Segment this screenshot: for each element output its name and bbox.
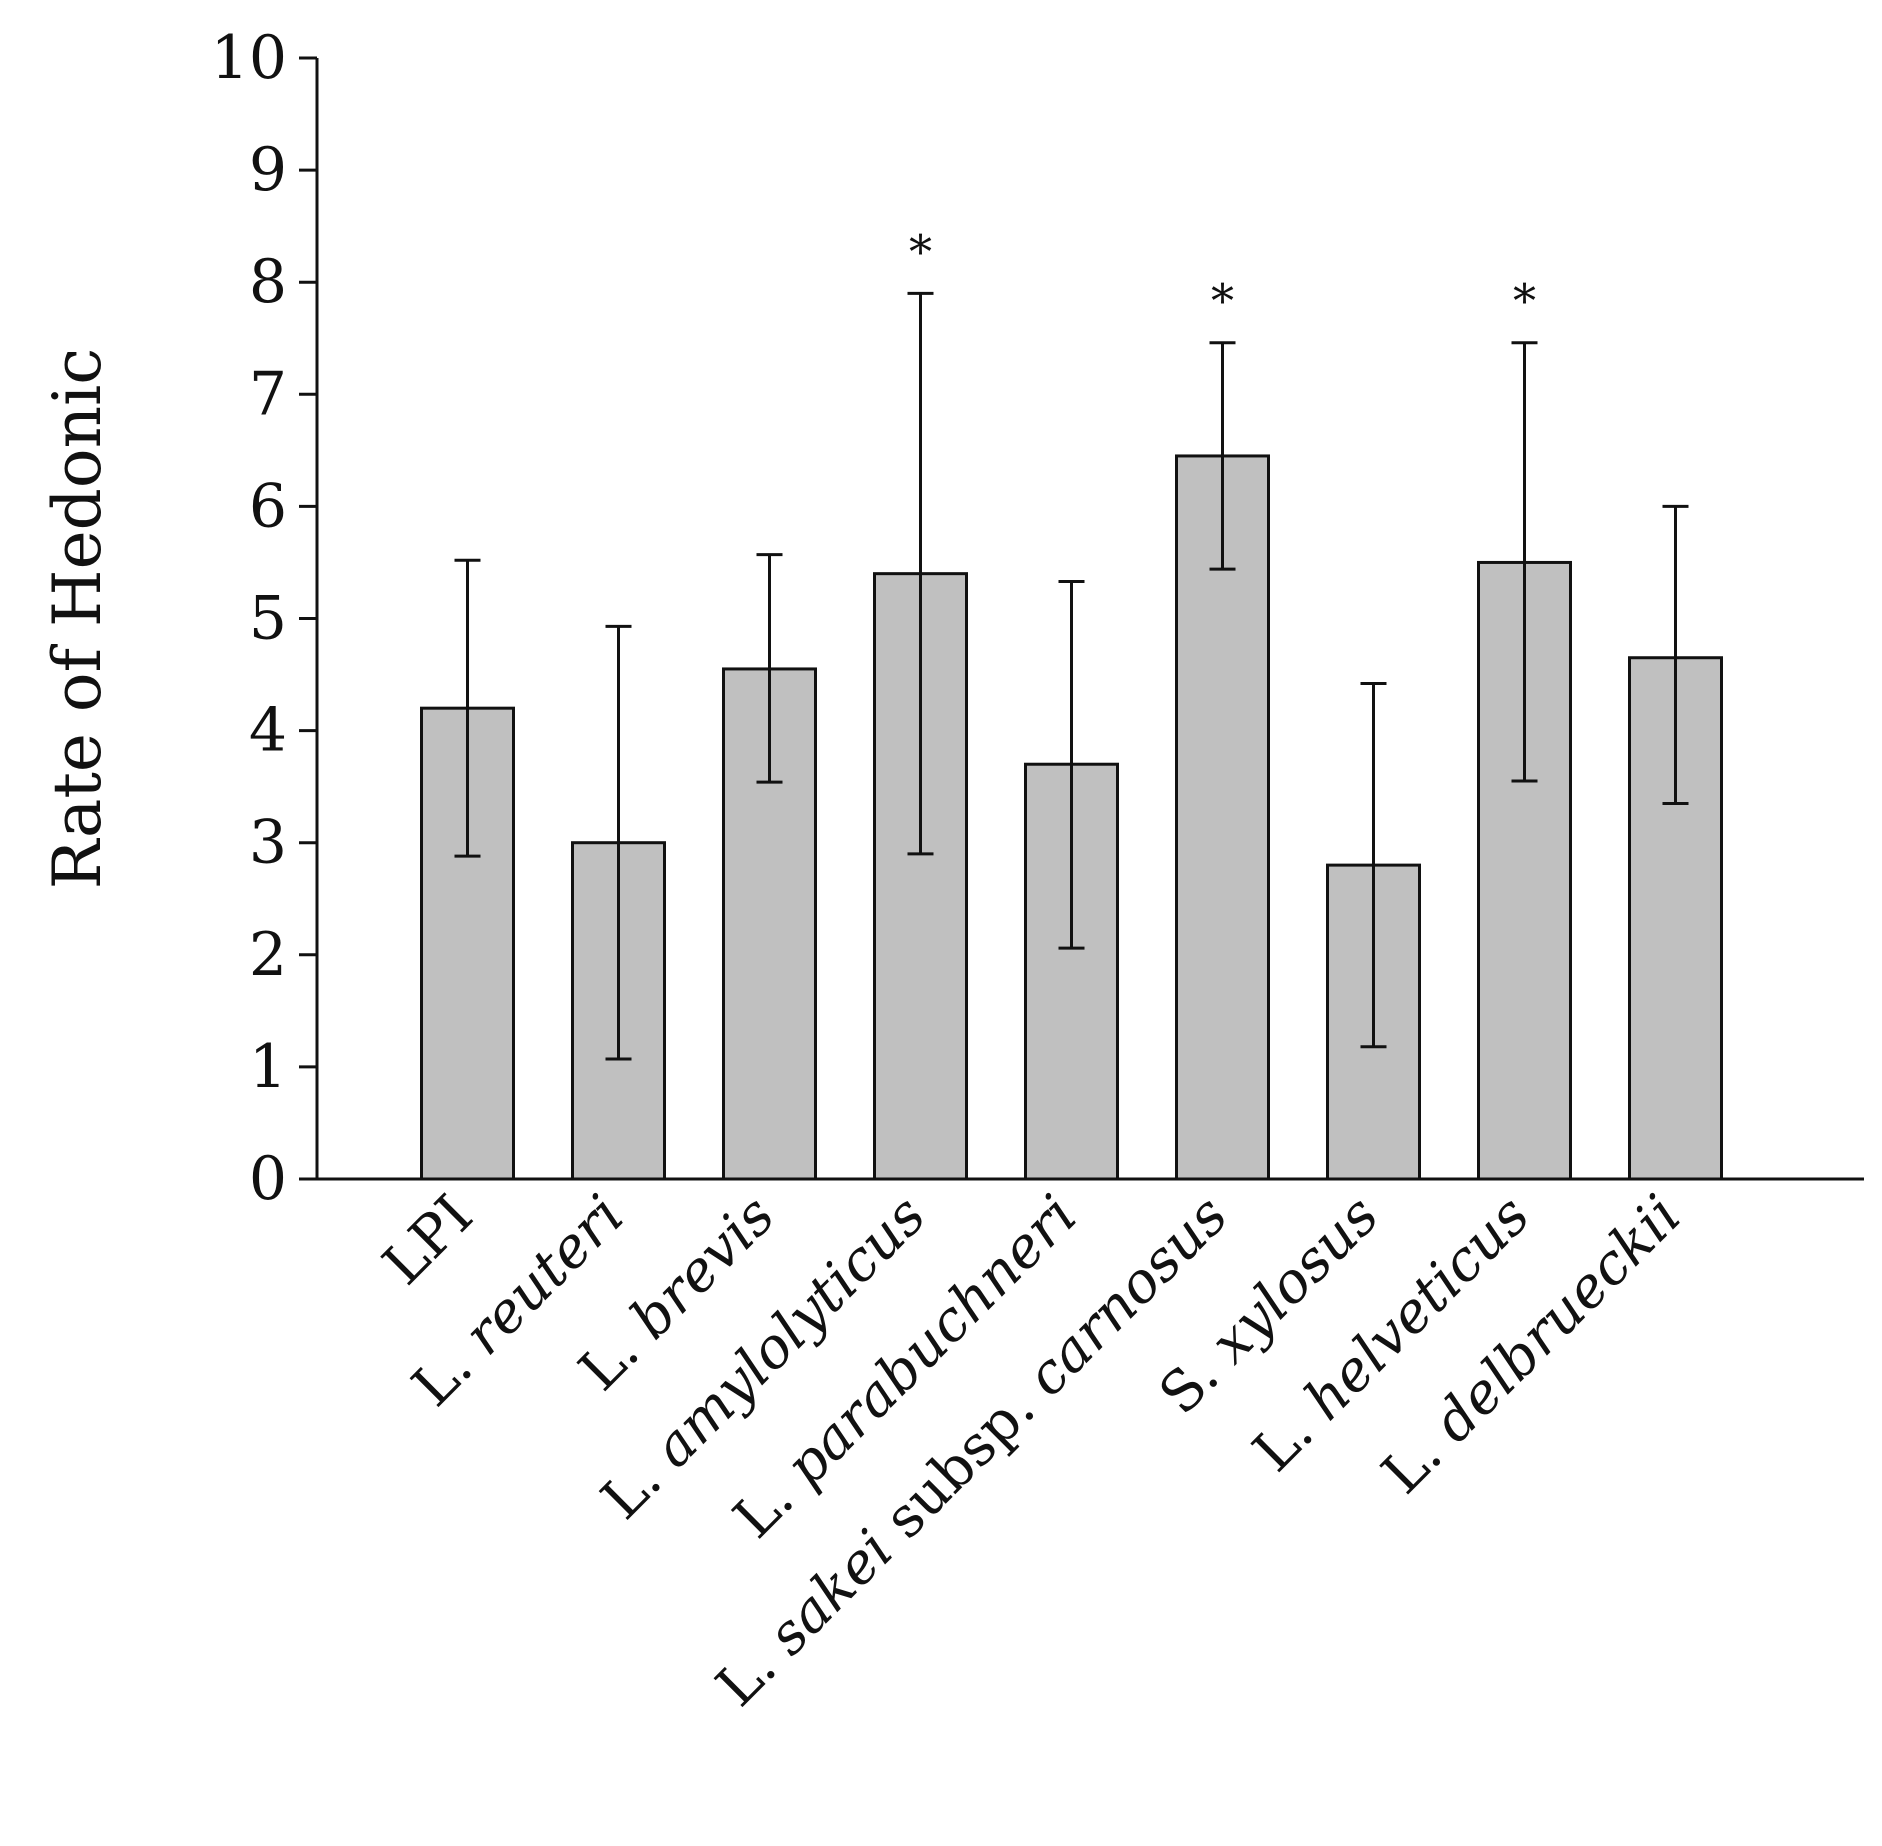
x-category-label: LPI xyxy=(371,1183,486,1298)
significance-layer: * * * xyxy=(909,224,1536,327)
bars-layer xyxy=(420,454,1723,1181)
y-tick-label: 5 xyxy=(249,584,287,654)
bar xyxy=(873,572,968,1181)
y-tick-label: 4 xyxy=(249,696,287,766)
significance-marker: * xyxy=(1211,274,1234,328)
y-tick-label: 10 xyxy=(211,23,287,93)
y-tick-label: 1 xyxy=(249,1032,287,1102)
y-ticks-layer: 0 1 2 3 4 5 6 7 8 9 10 xyxy=(211,23,317,1214)
y-tick-label: 7 xyxy=(249,359,287,429)
significance-marker: * xyxy=(909,224,932,278)
y-tick-label: 6 xyxy=(249,471,287,541)
significance-marker: * xyxy=(1513,274,1536,328)
y-tick-label: 3 xyxy=(249,808,287,878)
y-axis-title: Rate of Hedonic xyxy=(39,348,116,889)
y-tick-label: 9 xyxy=(249,135,287,205)
y-tick-label: 8 xyxy=(249,247,287,317)
x-category-label-part: LPI xyxy=(371,1183,486,1298)
y-tick-label: 2 xyxy=(249,920,287,990)
y-tick-label: 0 xyxy=(249,1144,287,1214)
error-bars-layer xyxy=(454,291,1689,1061)
bar xyxy=(1175,454,1270,1181)
